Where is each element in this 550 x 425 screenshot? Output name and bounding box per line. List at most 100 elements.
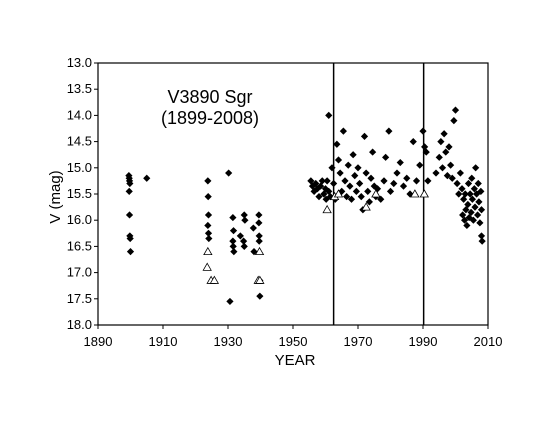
data-point-diamond [229,213,237,222]
data-point-diamond [229,227,238,235]
data-point-diamond [362,169,370,177]
data-point-diamond [225,169,233,177]
data-point-diamond [204,177,212,185]
data-point-diamond [325,187,333,195]
chart-title: V3890 Sgr [167,87,252,107]
x-tick-label: 1990 [409,334,438,349]
data-point-diamond [230,248,238,256]
y-tick-label: 15.5 [67,186,92,201]
data-point-diamond [448,174,456,182]
data-point-diamond [255,211,263,219]
y-tick-label: 18.0 [67,317,92,332]
y-axis-title: V (mag) [47,170,64,223]
data-point-triangle [255,275,265,284]
data-point-diamond [367,174,375,182]
data-point-triangle [202,262,212,271]
data-point-diamond [476,219,484,227]
data-point-diamond [347,195,356,203]
data-point-diamond [357,193,365,201]
data-point-diamond [424,177,432,185]
data-point-diamond [125,211,134,219]
data-point-diamond [466,190,474,198]
x-tick-label: 1950 [279,334,308,349]
data-point-diamond [341,177,349,185]
y-tick-label: 15.0 [67,160,92,175]
data-point-diamond [460,195,468,203]
data-point-diamond [464,200,472,209]
data-point-triangle [410,189,420,198]
data-point-diamond [470,185,478,193]
x-tick-label: 1970 [344,334,373,349]
data-point-diamond [354,164,362,172]
data-point-diamond [241,216,249,224]
data-point-triangle [371,189,381,198]
data-point-diamond [126,248,135,256]
data-point-diamond [447,161,455,169]
data-point-diamond [317,182,325,190]
data-point-diamond [435,153,443,161]
data-point-diamond [236,232,244,240]
data-point-diamond [325,111,333,119]
y-tick-label: 16.0 [67,212,92,227]
plot-frame [97,62,489,326]
data-point-diamond [365,198,373,206]
data-point-diamond [125,187,133,195]
data-point-diamond [464,179,473,188]
x-tick-label: 1890 [84,334,113,349]
data-point-diamond [320,190,328,198]
data-point-diamond [351,172,359,180]
chart-subtitle: (1899-2008) [161,108,259,128]
data-point-diamond [369,148,377,156]
data-point-diamond [240,211,248,219]
y-axis: 13.0 13.5 14.0 14.5 15.0 15.5 16.0 16.5 17.0 17.5… [67,55,98,332]
data-point-diamond [312,179,320,188]
data-point-diamond [204,211,213,219]
data-point-diamond [205,234,213,243]
data-point-diamond [333,140,341,148]
data-point-diamond [396,158,404,167]
data-point-diamond [422,148,430,156]
y-tick-label: 17.0 [67,265,92,280]
data-point-diamond [459,211,467,219]
data-point-diamond [318,177,326,185]
data-point-diamond [450,117,458,125]
data-point-diamond [143,174,151,182]
data-point-diamond [229,237,237,245]
data-point-triangle [254,246,265,256]
data-point-diamond [465,213,473,222]
data-point-diamond [255,232,263,240]
data-point-diamond [382,153,390,161]
data-point-diamond [432,169,440,177]
y-tick-label: 16.5 [67,238,92,253]
data-point-diamond [477,206,486,214]
data-point-diamond [330,179,338,188]
data-point-triangle [419,189,429,198]
data-point-diamond [204,221,212,230]
data-point-diamond [462,206,470,214]
data-point-diamond [463,221,471,230]
data-point-diamond [438,164,447,172]
data-point-diamond [461,190,469,198]
data-point-diamond [443,172,451,180]
data-point-diamond [437,138,445,146]
data-point-diamond [229,242,237,250]
x-tick-label: 1930 [214,334,243,349]
data-point-diamond [451,106,460,114]
data-point-diamond [456,169,464,177]
data-point-diamond [471,203,479,211]
data-point-diamond [474,211,482,219]
data-point-diamond [455,190,463,198]
data-point-diamond [356,179,364,188]
data-point-diamond [328,164,336,172]
x-axis-title: YEAR [275,352,316,369]
data-point-diamond [421,143,429,151]
data-point-diamond [380,177,388,185]
y-tick-label: 14.5 [67,134,92,149]
data-point-diamond [204,229,213,237]
data-point-diamond [399,182,408,190]
data-point-diamond [352,187,360,195]
data-point-diamond [416,161,424,169]
data-point-triangle [322,204,332,214]
data-point-diamond [240,237,248,245]
